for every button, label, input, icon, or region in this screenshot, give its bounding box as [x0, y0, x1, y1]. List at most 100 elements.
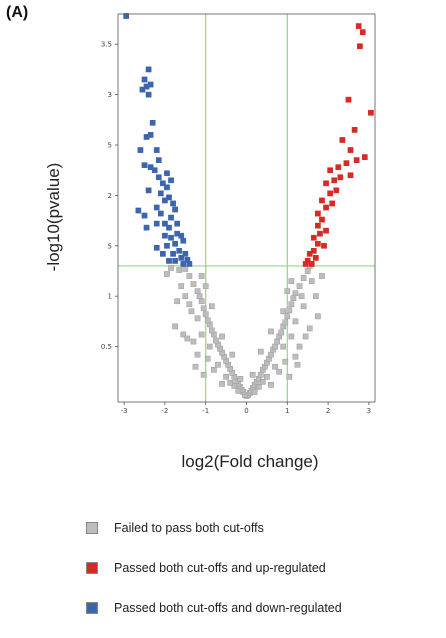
- legend-item-up-regulated: Passed both cut-offs and up-regulated: [86, 558, 446, 578]
- legend: Failed to pass both cut-offs Passed both…: [86, 518, 446, 638]
- point-down: [149, 119, 156, 126]
- point-up: [337, 174, 344, 181]
- point-failed: [306, 325, 313, 332]
- point-failed: [235, 388, 242, 394]
- point-up: [310, 234, 317, 241]
- point-failed: [164, 271, 170, 277]
- point-down: [174, 220, 181, 227]
- point-up: [368, 109, 374, 116]
- point-up: [327, 190, 333, 197]
- point-down: [139, 86, 146, 93]
- point-failed: [174, 298, 181, 305]
- point-down: [155, 174, 162, 181]
- point-failed: [194, 288, 201, 294]
- point-up: [339, 137, 346, 143]
- point-down: [182, 251, 189, 257]
- point-down: [147, 132, 154, 138]
- y-tick-label: 3: [108, 91, 112, 99]
- point-failed: [198, 331, 205, 338]
- point-down: [147, 164, 154, 171]
- point-failed: [180, 331, 187, 338]
- x-tick-label: 3: [367, 407, 371, 415]
- point-failed: [213, 337, 219, 344]
- point-failed: [194, 315, 201, 322]
- legend-swatch-up-regulated: [86, 562, 98, 574]
- point-failed: [272, 363, 278, 370]
- point-failed: [272, 343, 278, 350]
- point-down: [143, 83, 150, 90]
- legend-swatch-failed: [86, 522, 98, 534]
- legend-label-failed: Failed to pass both cut-offs: [114, 521, 264, 535]
- x-tick-label: 2: [326, 407, 330, 415]
- point-failed: [302, 333, 309, 340]
- point-down: [178, 255, 185, 261]
- point-down: [178, 232, 185, 239]
- point-down: [166, 224, 172, 231]
- point-failed: [296, 283, 303, 289]
- point-down: [137, 147, 144, 153]
- point-up: [353, 157, 360, 163]
- point-up: [308, 261, 315, 267]
- point-failed: [172, 323, 178, 330]
- point-down: [166, 194, 172, 201]
- point-up: [347, 147, 354, 153]
- point-down: [145, 66, 152, 73]
- point-up: [345, 96, 352, 103]
- point-down: [143, 224, 150, 231]
- point-up: [331, 177, 338, 184]
- point-failed: [188, 308, 195, 315]
- point-up: [323, 204, 329, 211]
- point-failed: [292, 318, 299, 325]
- point-down: [153, 244, 160, 251]
- point-down: [135, 207, 142, 214]
- legend-item-down-regulated: Passed both cut-offs and down-regulated: [86, 598, 446, 618]
- point-up: [361, 154, 368, 160]
- point-down: [168, 177, 174, 184]
- point-failed: [304, 268, 311, 274]
- point-failed: [215, 361, 221, 368]
- point-failed: [268, 382, 274, 388]
- point-up: [321, 242, 327, 249]
- point-failed: [294, 361, 301, 368]
- point-up: [312, 255, 319, 261]
- point-failed: [276, 368, 282, 375]
- point-failed: [198, 273, 205, 279]
- point-down: [162, 197, 168, 204]
- point-failed: [286, 373, 293, 380]
- x-tick-label: 0: [244, 407, 248, 415]
- point-down: [170, 251, 176, 257]
- point-failed: [219, 333, 225, 340]
- point-failed: [190, 281, 197, 287]
- point-down: [162, 232, 168, 239]
- point-down: [176, 247, 183, 254]
- point-failed: [280, 343, 287, 350]
- point-failed: [251, 389, 258, 395]
- point-down: [141, 76, 148, 83]
- point-failed: [290, 295, 297, 302]
- point-failed: [308, 278, 315, 284]
- point-up: [333, 187, 340, 194]
- point-failed: [200, 305, 207, 312]
- point-failed: [186, 301, 193, 308]
- point-failed: [196, 293, 203, 300]
- point-down: [157, 210, 164, 217]
- point-up: [315, 240, 321, 247]
- legend-swatch-down-regulated: [86, 602, 98, 614]
- point-up: [323, 227, 329, 234]
- point-up: [357, 43, 363, 50]
- data-points: [123, 13, 374, 399]
- point-failed: [264, 373, 270, 380]
- point-up: [343, 160, 350, 167]
- point-up: [315, 210, 321, 217]
- point-down: [145, 187, 152, 194]
- point-failed: [223, 373, 229, 380]
- axes: -3 -2 -1 0 1 2 3 0.5 1 5 2 5 3 3.5: [101, 13, 376, 415]
- cutoff-lines: [118, 14, 375, 402]
- point-failed: [274, 338, 280, 345]
- point-down: [164, 242, 170, 249]
- point-down: [155, 157, 162, 163]
- point-failed: [168, 265, 174, 271]
- point-failed: [204, 317, 211, 324]
- point-failed: [192, 363, 199, 370]
- point-failed: [186, 273, 193, 279]
